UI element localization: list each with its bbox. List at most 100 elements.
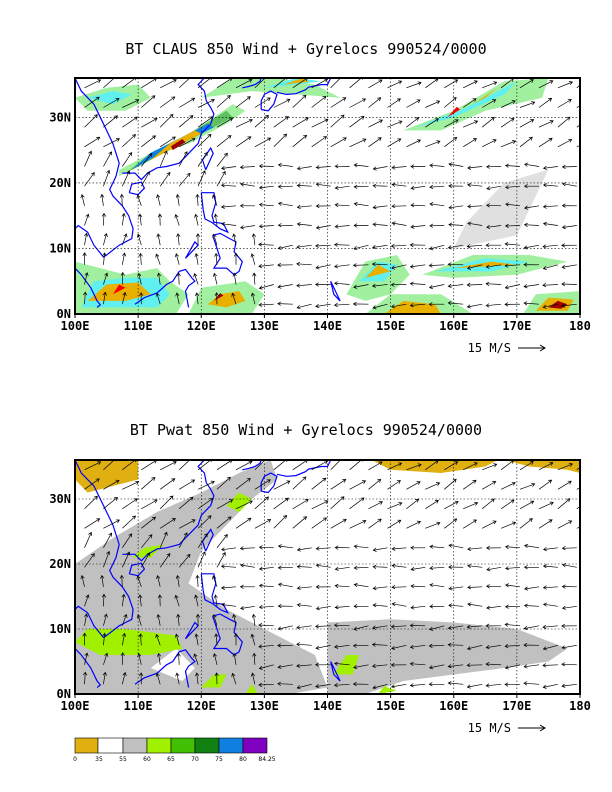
top-wind-vector [330, 114, 345, 128]
top-coastline [330, 280, 341, 302]
bottom-wind-vector [504, 644, 521, 649]
top-wind-vector [103, 115, 118, 128]
bottom-colorbar-swatch [97, 737, 124, 754]
bottom-wind-vector [466, 624, 483, 629]
top-wind-vector [406, 81, 422, 89]
top-wind-vector [122, 152, 133, 167]
top-wind-vector [100, 193, 105, 206]
top-wind-vector [330, 78, 343, 89]
top-wind-vector [121, 212, 126, 226]
top-wind-vector [334, 164, 350, 169]
bottom-lon-label: 160E [439, 699, 468, 713]
bottom-wind-vector [240, 605, 255, 611]
top-wind-vector [258, 185, 274, 190]
bottom-wind-vector [557, 498, 571, 510]
bottom-wind-vector [485, 683, 502, 688]
bottom-wind-vector [482, 520, 497, 529]
top-wind-vector [315, 264, 331, 270]
bottom-wind-vector [391, 546, 407, 551]
top-wind-vector [174, 253, 180, 265]
bottom-wind-vector [239, 546, 255, 551]
bottom-map-panel: 100E 110E 120E 130E 140E 150E 160E 170E 180 0N 10N… [49, 459, 591, 763]
top-wind-vector [296, 166, 312, 171]
bottom-wind-vector [121, 593, 126, 607]
top-wind-vector [258, 163, 274, 169]
bottom-wind-vector [523, 565, 539, 570]
bottom-wind-vector [296, 585, 312, 591]
top-wind-vector [463, 120, 479, 128]
bottom-wind-vector [83, 671, 88, 685]
bottom-wind-vector [315, 563, 331, 568]
bottom-wind-vector [103, 460, 117, 471]
bottom-wind-vector [174, 633, 180, 646]
bottom-wind-vector [524, 543, 540, 549]
top-wind-vector [428, 263, 445, 268]
bottom-shaded-field [327, 619, 568, 694]
bottom-vector-ref-label: 15 M/S [468, 721, 511, 735]
top-wind-vector [103, 98, 120, 108]
bottom-wind-vector [542, 602, 558, 607]
top-wind-vector [562, 182, 577, 187]
bottom-wind-vector [103, 496, 118, 510]
bottom-wind-vector [121, 613, 128, 626]
bottom-wind-vector [296, 663, 312, 668]
top-wind-vector [333, 302, 350, 308]
bottom-wind-vector [486, 605, 502, 610]
top-wind-vector [82, 252, 87, 265]
bottom-wind-vector [557, 520, 573, 529]
top-lon-label: 110E [124, 319, 153, 333]
bottom-wind-vector [349, 519, 367, 529]
bottom-wind-vector [212, 653, 218, 665]
top-wind-vector [84, 232, 89, 246]
top-wind-vector [425, 140, 441, 148]
bottom-wind-vector [160, 518, 176, 529]
top-wind-vector [448, 205, 464, 210]
top-wind-vector [519, 136, 533, 148]
bottom-wind-vector [428, 643, 445, 649]
top-wind-vector [119, 193, 124, 206]
top-wind-vector [315, 282, 331, 287]
top-wind-vector [425, 118, 439, 128]
top-wind-vector [500, 100, 516, 108]
top-wind-vector [277, 162, 293, 168]
bottom-wind-vector [390, 624, 407, 629]
top-wind-vector [390, 282, 407, 287]
bottom-colorbar-label: 80 [239, 756, 247, 763]
top-wind-vector [103, 169, 111, 187]
bottom-wind-vector [391, 563, 407, 568]
top-wind-vector [538, 120, 554, 128]
top-wind-vector [406, 117, 420, 128]
top-wind-vector [368, 79, 383, 89]
bottom-wind-vector [505, 566, 521, 571]
top-wind-vector [542, 221, 558, 226]
top-wind-vector [239, 203, 255, 208]
bottom-wind-vector [334, 566, 350, 571]
bottom-wind-vector [485, 644, 502, 650]
top-wind-vector [542, 183, 558, 188]
top-wind-vector [429, 223, 445, 228]
top-wind-vector [519, 119, 535, 128]
bottom-wind-vector [235, 517, 252, 529]
top-wind-vector [467, 182, 483, 188]
bottom-wind-vector [197, 551, 206, 568]
top-wind-vector [387, 138, 402, 148]
top-wind-vector [353, 184, 369, 189]
bottom-colorbar-label: 60 [143, 756, 151, 763]
top-wind-vector [233, 252, 239, 265]
top-wind-vector [121, 170, 131, 187]
bottom-wind-vector [122, 515, 137, 529]
top-wind-vector [136, 233, 142, 246]
top-wind-vector [561, 203, 577, 208]
top-shaded-field [365, 264, 391, 278]
bottom-shaded-field [226, 492, 252, 512]
bottom-coastline [75, 648, 102, 688]
top-wind-vector [372, 205, 388, 210]
top-wind-vector [542, 244, 558, 249]
bottom-wind-vector [311, 500, 329, 510]
bottom-wind-vector [429, 544, 445, 549]
bottom-shaded-field [75, 460, 139, 493]
top-wind-vector [481, 116, 495, 128]
bottom-wind-vector [463, 519, 477, 529]
bottom-wind-vector [504, 604, 521, 609]
bottom-wind-vector [334, 583, 350, 589]
